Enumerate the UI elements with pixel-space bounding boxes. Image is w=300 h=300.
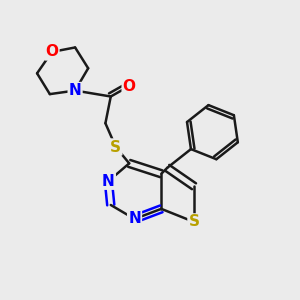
Text: N: N: [69, 83, 82, 98]
Text: N: N: [102, 174, 115, 189]
Text: O: O: [45, 44, 58, 59]
Text: S: S: [110, 140, 121, 154]
Text: O: O: [123, 79, 136, 94]
Text: N: N: [128, 212, 141, 226]
Text: S: S: [188, 214, 200, 230]
